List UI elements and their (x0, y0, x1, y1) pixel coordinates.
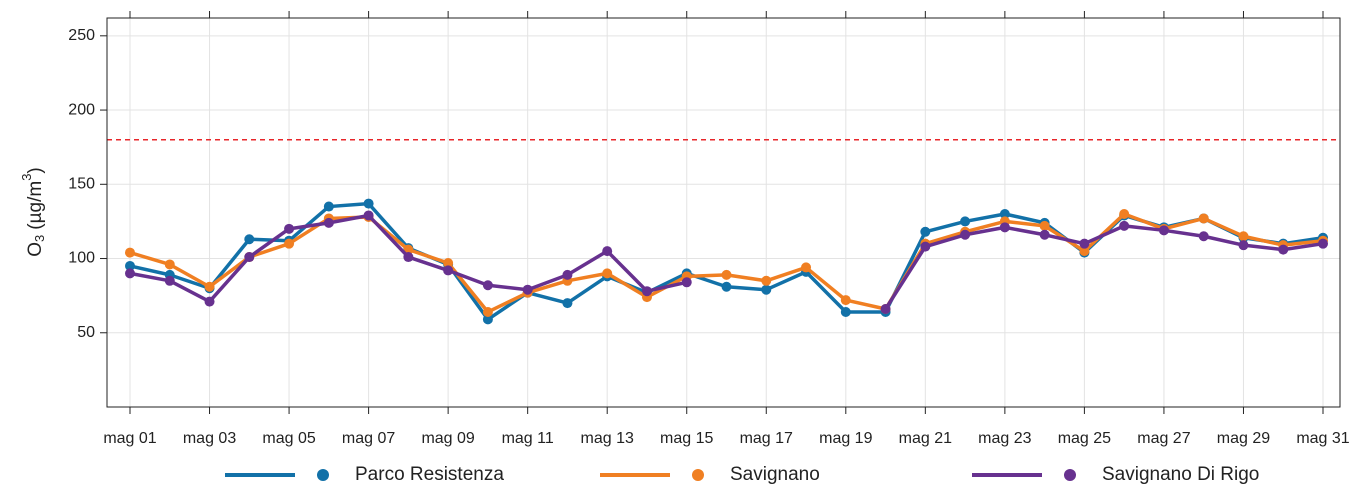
point (443, 265, 454, 276)
point (1079, 246, 1090, 257)
point (880, 304, 891, 315)
point (1039, 220, 1050, 231)
x-tick-label: mag 17 (740, 430, 793, 447)
point (244, 252, 255, 263)
legend-dot (317, 469, 329, 481)
point (1119, 208, 1130, 219)
legend-dot (692, 469, 704, 481)
point (641, 286, 652, 297)
y-tick-label: 200 (68, 101, 95, 118)
x-tick-label: mag 27 (1137, 430, 1190, 447)
point (840, 306, 851, 317)
point (522, 284, 533, 295)
point (721, 281, 732, 292)
point (323, 217, 334, 228)
y-tick-label: 150 (68, 176, 95, 193)
x-tick-label: mag 25 (1058, 430, 1111, 447)
point (284, 223, 295, 234)
point (681, 277, 692, 288)
point (244, 234, 255, 245)
point (721, 269, 732, 280)
point (920, 226, 931, 237)
point (323, 201, 334, 212)
point (363, 198, 374, 209)
plot-frame (106, 17, 1341, 408)
point (164, 259, 175, 270)
y-tick-label: 100 (68, 250, 95, 267)
point (204, 281, 215, 292)
point (1198, 231, 1209, 242)
point (363, 210, 374, 221)
x-tick-label: mag 31 (1296, 430, 1349, 447)
point (125, 247, 135, 258)
point (999, 208, 1010, 219)
point (1238, 240, 1249, 251)
point (960, 216, 971, 227)
point (562, 298, 573, 309)
point (1318, 238, 1328, 249)
point (960, 229, 971, 240)
x-tick-label: mag 13 (581, 430, 634, 447)
y-tick-label: 250 (68, 27, 95, 44)
x-tick-label: mag 23 (978, 430, 1031, 447)
point (761, 275, 772, 286)
y-label-close: ) (25, 167, 46, 173)
y-label-base: O (25, 242, 46, 257)
point (602, 246, 613, 257)
point (1238, 231, 1249, 242)
x-tick-label: mag 11 (502, 430, 554, 447)
point (761, 284, 772, 295)
legend-label: Savignano Di Rigo (1102, 464, 1259, 485)
point (999, 222, 1010, 233)
point (801, 262, 812, 273)
point (284, 238, 295, 249)
point (125, 268, 135, 279)
x-tick-label: mag 07 (342, 430, 395, 447)
point (482, 306, 493, 317)
point (1079, 238, 1090, 249)
x-tick-label: mag 09 (421, 430, 474, 447)
y-label-unit: (µg/m (25, 181, 46, 230)
point (1278, 244, 1289, 255)
x-tick-label: mag 29 (1217, 430, 1270, 447)
x-tick-label: mag 15 (660, 430, 713, 447)
point (562, 269, 573, 280)
point (1198, 213, 1209, 224)
point (443, 257, 454, 268)
point (204, 296, 215, 307)
point (125, 260, 135, 271)
point (920, 241, 931, 252)
point (1039, 229, 1050, 240)
x-tick-label: mag 21 (899, 430, 952, 447)
y-tick-label: 50 (77, 324, 95, 341)
point (164, 275, 175, 286)
point (482, 314, 493, 325)
legend-label: Parco Resistenza (355, 464, 504, 485)
legend-label: Savignano (730, 464, 820, 485)
point (840, 295, 851, 306)
legend-dot (1064, 469, 1076, 481)
x-tick-label: mag 19 (819, 430, 872, 447)
y-label-sub: 3 (32, 235, 47, 242)
point (482, 280, 493, 291)
point (1119, 220, 1130, 231)
point (602, 268, 613, 279)
point (403, 252, 414, 263)
x-tick-label: mag 01 (103, 430, 156, 447)
x-tick-label: mag 03 (183, 430, 236, 447)
y-axis-label: O3(µg/m3) (19, 167, 47, 257)
point (1158, 225, 1169, 236)
x-tick-label: mag 05 (262, 430, 315, 447)
y-label-sup: 3 (19, 174, 34, 181)
